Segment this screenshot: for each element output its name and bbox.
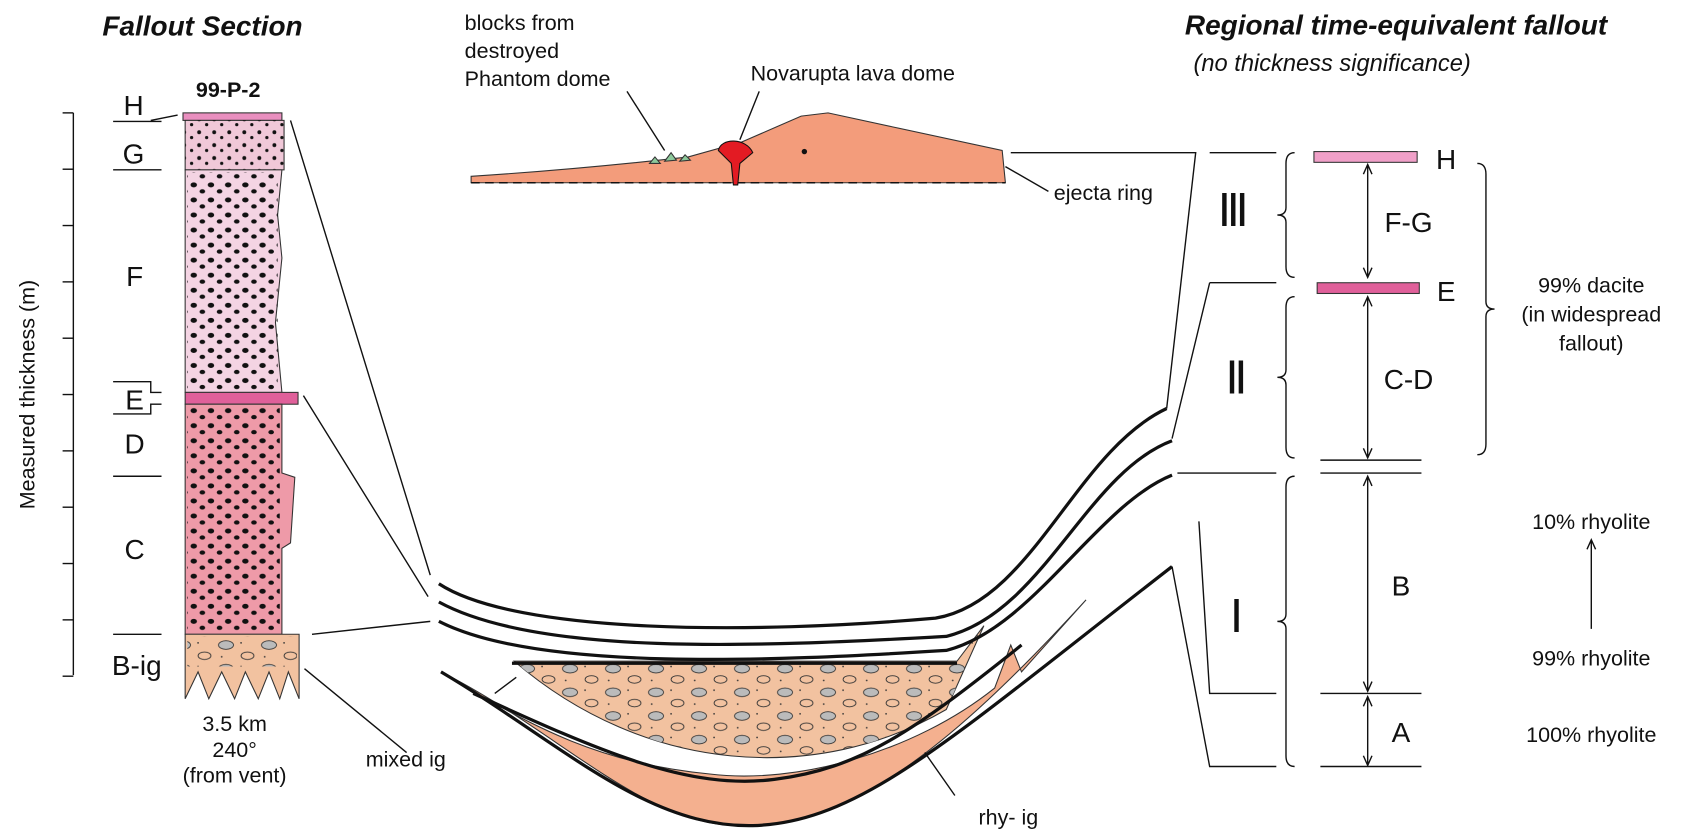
label: rhy- ig xyxy=(979,806,1039,830)
brace xyxy=(1477,163,1494,454)
unit: H xyxy=(123,90,143,121)
arrow xyxy=(1363,697,1372,766)
location: 240° xyxy=(212,738,256,762)
label: destroyed xyxy=(465,39,559,63)
label: blocks from xyxy=(465,11,575,35)
layer: E xyxy=(1437,276,1456,307)
arrow xyxy=(1363,476,1372,691)
brace xyxy=(1277,297,1294,458)
unit: G xyxy=(123,138,145,169)
episode: Ⅲ xyxy=(1218,185,1249,236)
location: (from vent) xyxy=(183,764,287,788)
unit: C xyxy=(125,534,145,565)
composition: (in widespread xyxy=(1521,302,1661,326)
composition: 10% rhyolite xyxy=(1532,510,1650,534)
composition: fallout) xyxy=(1559,331,1624,355)
composition: 100% rhyolite xyxy=(1526,723,1656,747)
title: Regional time-equivalent fallout xyxy=(1185,9,1609,40)
unit: D xyxy=(125,429,145,460)
arrow xyxy=(1363,164,1372,277)
composition: 99% rhyolite xyxy=(1532,646,1650,670)
brace xyxy=(1277,153,1294,278)
episode: Ⅰ xyxy=(1230,591,1243,642)
title: Fallout Section xyxy=(102,10,302,41)
unit: F xyxy=(126,261,143,292)
regional-column xyxy=(1277,152,1595,767)
unit: E xyxy=(125,385,144,416)
page: {"fallout_section": {"title": "Fallout S… xyxy=(0,0,1684,831)
brace xyxy=(1277,476,1294,766)
layer: C-D xyxy=(1384,364,1434,395)
layer: F-G xyxy=(1384,207,1432,238)
layer: H xyxy=(1436,144,1456,175)
subtitle: (no thickness significance) xyxy=(1194,51,1471,77)
arrow xyxy=(1587,540,1596,629)
layer: B xyxy=(1392,571,1411,602)
location: 3.5 km xyxy=(202,712,267,736)
composition: 99% dacite xyxy=(1538,273,1644,297)
episode: Ⅱ xyxy=(1225,352,1247,403)
axis-label: Measured thickness (m) xyxy=(16,280,40,509)
layer: A xyxy=(1392,717,1411,748)
label: Novarupta lava dome xyxy=(751,62,955,86)
label: ejecta ring xyxy=(1054,181,1153,205)
unit: B-ig xyxy=(112,650,162,681)
arrow xyxy=(1363,297,1372,458)
diagram: Fallout Section 99-P-2 Measured thicknes… xyxy=(0,0,1684,831)
label: Phantom dome xyxy=(465,67,611,91)
label: mixed ig xyxy=(366,747,446,771)
section-id: 99-P-2 xyxy=(196,78,261,102)
